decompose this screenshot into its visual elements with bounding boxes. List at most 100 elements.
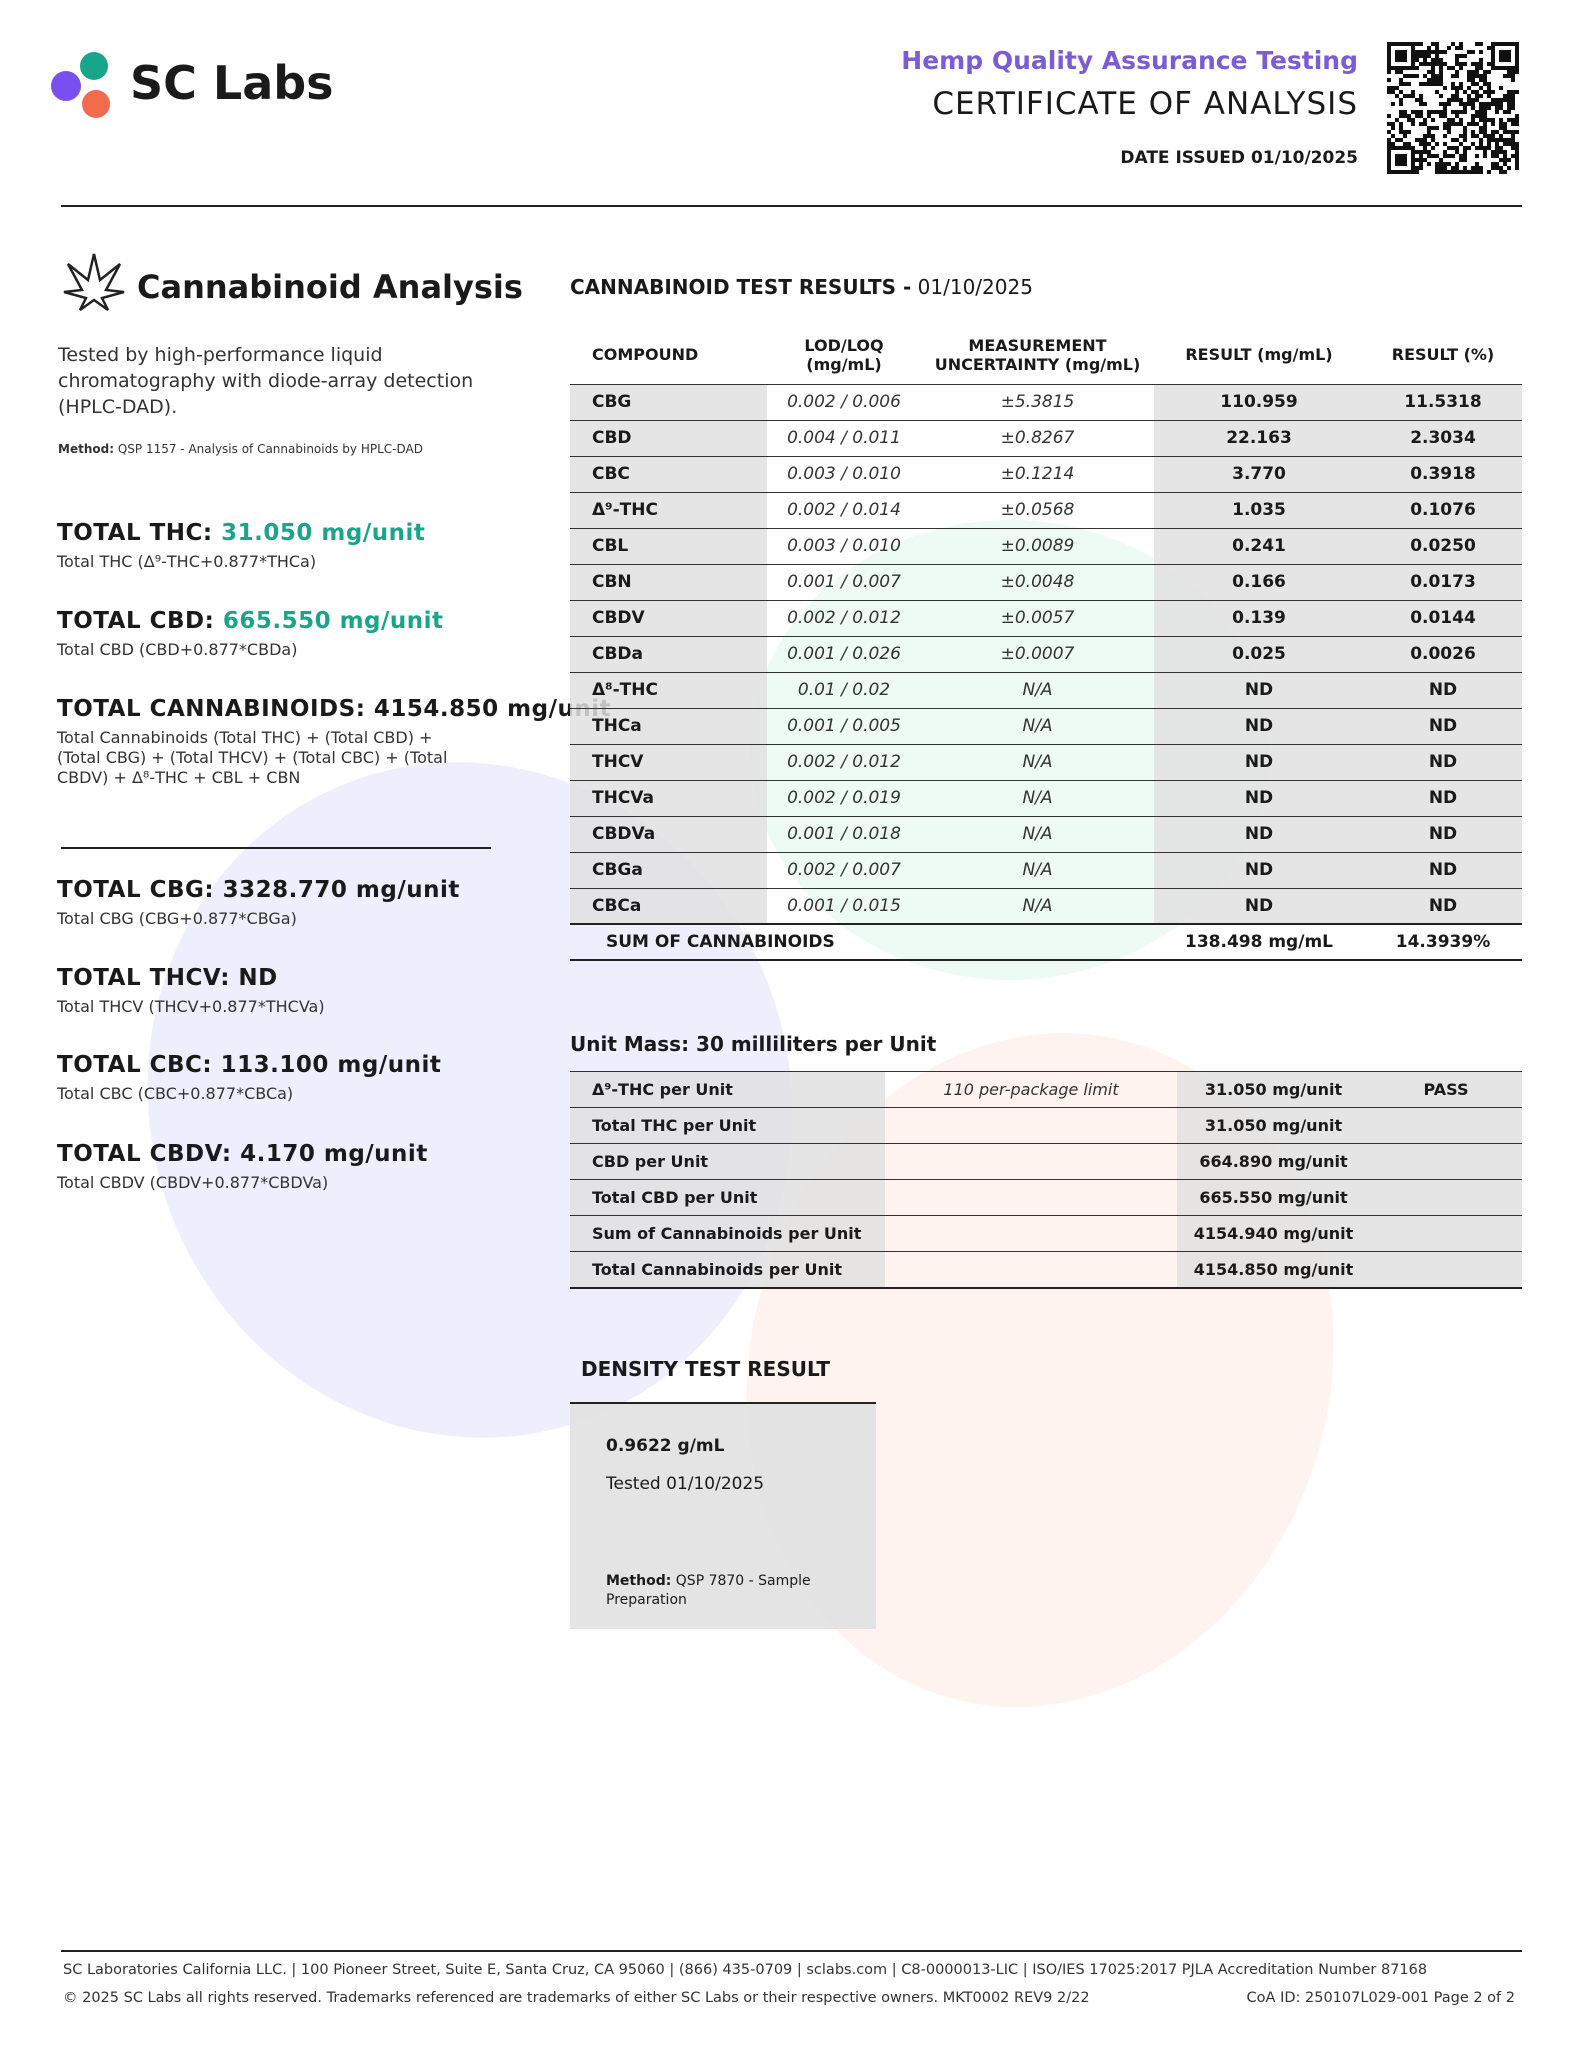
cell: 0.004 / 0.011	[767, 419, 921, 456]
header-row: COMPOUND LOD/LOQ (mg/mL) MEASUREMENT UNCER…	[570, 326, 1522, 384]
method-text: QSP 1157 - Analysis of Cannabinoids by H…	[117, 442, 423, 456]
cell: 0.0250	[1364, 527, 1522, 564]
cell: 0.0144	[1364, 599, 1522, 636]
unit-status: PASS	[1370, 1071, 1522, 1108]
cell: CBDa	[570, 635, 767, 672]
total-heading: TOTAL CBC: 113.100 mg/unit	[57, 1052, 577, 1078]
cell: Δ⁸-THC	[570, 671, 767, 708]
cell: N/A	[921, 707, 1154, 744]
cell: ND	[1364, 707, 1522, 744]
cell: N/A	[921, 887, 1154, 924]
cell: ND	[1364, 815, 1522, 852]
method-label: Method:	[606, 1573, 672, 1589]
total-formula: Total CBC (CBC+0.877*CBCa)	[57, 1084, 294, 1103]
cell: ND	[1364, 851, 1522, 888]
total-heading: TOTAL CBD: 665.550 mg/unit	[57, 608, 577, 634]
total-heading: TOTAL THCV: ND	[57, 965, 577, 991]
total-label: TOTAL THC:	[57, 520, 213, 546]
result-row: CBC 0.003 / 0.010 ±0.1214 3.770 0.3918	[570, 455, 1522, 492]
total-value: 113.100 mg/unit	[220, 1052, 442, 1078]
cell: ND	[1154, 779, 1364, 816]
cell: 0.025	[1154, 635, 1364, 672]
unit-label: Δ⁹-THC per Unit	[570, 1071, 885, 1108]
result-row: CBCa 0.001 / 0.015 N/A ND ND	[570, 887, 1522, 924]
cell: 0.3918	[1364, 455, 1522, 492]
results-table: COMPOUND LOD/LOQ (mg/mL) MEASUREMENT UNCER…	[570, 326, 1522, 961]
results-title: CANNABINOID TEST RESULTS - 01/10/2025	[570, 275, 1033, 299]
unit-table: Δ⁹-THC per Unit 110 per-package limit 31.0…	[570, 1071, 1522, 1289]
unit-value: 664.890 mg/unit	[1177, 1143, 1370, 1180]
total-block: TOTAL CBG: 3328.770 mg/unit Total CBG (CB…	[57, 877, 577, 929]
total-block: TOTAL CBDV: 4.170 mg/unit Total CBDV (CBD…	[57, 1141, 577, 1193]
total-formula: Total THC (Δ⁹-THC+0.877*THCa)	[57, 552, 317, 571]
result-row: Δ⁹-THC 0.002 / 0.014 ±0.0568 1.035 0.1076	[570, 491, 1522, 528]
cell: CBDV	[570, 599, 767, 636]
total-label: TOTAL CBD:	[57, 608, 215, 634]
footer-line: SC Laboratories California LLC. | 100 Pi…	[63, 1962, 1428, 1978]
cell: CBL	[570, 527, 767, 564]
cell: 0.01 / 0.02	[767, 671, 921, 708]
cell: 0.0026	[1364, 635, 1522, 672]
unit-label: Sum of Cannabinoids per Unit	[570, 1215, 885, 1252]
cell: N/A	[921, 779, 1154, 816]
cell: 1.035	[1154, 491, 1364, 528]
unit-label: Total THC per Unit	[570, 1107, 885, 1144]
density-title: DENSITY TEST RESULT	[581, 1357, 831, 1381]
total-label: TOTAL THCV:	[57, 965, 230, 991]
divider	[61, 1950, 1522, 1952]
cell: 0.003 / 0.010	[767, 455, 921, 492]
total-heading: TOTAL CBG: 3328.770 mg/unit	[57, 877, 577, 903]
result-row: CBDV 0.002 / 0.012 ±0.0057 0.139 0.0144	[570, 599, 1522, 636]
total-heading: TOTAL CBDV: 4.170 mg/unit	[57, 1141, 577, 1167]
brand: SC Labs	[130, 56, 334, 110]
cell: 11.5318	[1364, 383, 1522, 420]
unit-title: Unit Mass: 30 milliliters per Unit	[570, 1032, 937, 1056]
cell: THCa	[570, 707, 767, 744]
footer-line: © 2025 SC Labs all rights reserved. Trad…	[63, 1990, 1090, 2006]
total-block: TOTAL CANNABINOIDS: 4154.850 mg/unit Tota…	[57, 696, 611, 788]
cell: Δ⁹-THC	[570, 491, 767, 528]
result-row: CBL 0.003 / 0.010 ±0.0089 0.241 0.0250	[570, 527, 1522, 564]
total-value: 31.050 mg/unit	[221, 520, 426, 546]
cell: ND	[1154, 707, 1364, 744]
unit-status	[1370, 1251, 1522, 1288]
total-formula: Total CBD (CBD+0.877*CBDa)	[57, 640, 298, 659]
results-label: CANNABINOID TEST RESULTS -	[570, 275, 912, 299]
cell: ND	[1154, 671, 1364, 708]
cell: ND	[1154, 743, 1364, 780]
cell: 2.3034	[1364, 419, 1522, 456]
total-heading: TOTAL CANNABINOIDS: 4154.850 mg/unit	[57, 696, 611, 722]
cell: 0.001 / 0.005	[767, 707, 921, 744]
cell: 0.139	[1154, 599, 1364, 636]
unit-value: 4154.940 mg/unit	[1177, 1215, 1370, 1252]
cell: 0.002 / 0.012	[767, 743, 921, 780]
result-row: Δ⁸-THC 0.01 / 0.02 N/A ND ND	[570, 671, 1522, 708]
total-block: TOTAL CBC: 113.100 mg/unit Total CBC (CBC…	[57, 1052, 577, 1104]
total-value: 4.170 mg/unit	[240, 1141, 428, 1167]
results-date: 01/10/2025	[917, 275, 1033, 299]
cell: CBN	[570, 563, 767, 600]
unit-note	[885, 1143, 1177, 1180]
total-block: TOTAL THCV: ND Total THCV (THCV+0.877*THC…	[57, 965, 577, 1017]
unit-label: Total Cannabinoids per Unit	[570, 1251, 885, 1288]
cell: ND	[1364, 671, 1522, 708]
result-row: CBGa 0.002 / 0.007 N/A ND ND	[570, 851, 1522, 888]
cell: ND	[1364, 887, 1522, 924]
density-value: 0.9622 g/mL	[606, 1436, 725, 1456]
cell: 0.001 / 0.015	[767, 887, 921, 924]
unit-row: Sum of Cannabinoids per Unit 4154.940 mg/…	[570, 1215, 1522, 1252]
result-row: THCV 0.002 / 0.012 N/A ND ND	[570, 743, 1522, 780]
unit-label: Total CBD per Unit	[570, 1179, 885, 1216]
column-header: LOD/LOQ (mg/mL)	[804, 335, 884, 374]
cell: 0.002 / 0.012	[767, 599, 921, 636]
logo-icon	[51, 52, 110, 118]
density-box: 0.9622 g/mL Tested 01/10/2025 Method: QS…	[570, 1402, 876, 1629]
cell: 3.770	[1154, 455, 1364, 492]
cell: CBC	[570, 455, 767, 492]
total-block: TOTAL CBD: 665.550 mg/unit Total CBD (CBD…	[57, 608, 577, 660]
cell: 0.1076	[1364, 491, 1522, 528]
result-row: CBDa 0.001 / 0.026 ±0.0007 0.025 0.0026	[570, 635, 1522, 672]
cell: 0.001 / 0.007	[767, 563, 921, 600]
